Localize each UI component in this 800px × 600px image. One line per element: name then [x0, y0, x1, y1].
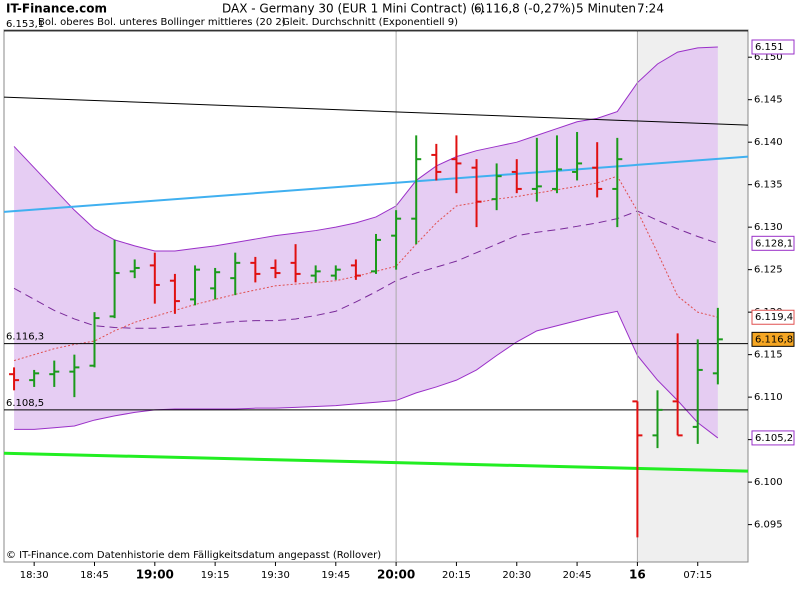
x-tick-label: 18:30 [20, 570, 49, 581]
y-tick-label: 6.150 [754, 52, 783, 63]
value-label-box [751, 331, 795, 347]
bollinger-lower [14, 310, 719, 439]
y-tick-label: 6.115 [754, 350, 783, 361]
y-tick-label: 6.125 [754, 265, 783, 276]
value-label-box [751, 430, 795, 446]
x-tick-label: 20:30 [502, 570, 531, 581]
value-label: 6.105,2 [755, 433, 793, 444]
bollinger-upper [13, 46, 718, 252]
chart-title: DAX - Germany 30 (EUR 1 Mini Contract) (… [222, 2, 484, 16]
y-tick-label: 6.135 [754, 180, 783, 191]
value-label: 6.119,4 [755, 312, 793, 323]
ema-line [13, 175, 718, 362]
x-tick-label: 19:00 [136, 568, 174, 582]
bollinger-band [14, 46, 718, 438]
x-tick-label: 18:45 [80, 570, 109, 581]
value-label: 6.116,8 [755, 334, 793, 345]
x-tick-label: 20:45 [563, 570, 592, 581]
y-tick-label: 6.110 [754, 392, 783, 403]
level-label: 6.116,3 [6, 332, 44, 343]
x-tick-label: 20:00 [377, 568, 415, 582]
time: 7:24 [637, 2, 664, 16]
x-tick-label: 19:15 [201, 570, 230, 581]
bollinger-middle [13, 210, 718, 329]
value-label-box [751, 235, 795, 251]
interval: 5 Minuten [576, 2, 636, 16]
x-tick-label: 19:45 [321, 570, 350, 581]
plot-area: 6.153,1 6.116,3 6.108,5 [3, 19, 752, 566]
trendline [3, 155, 749, 213]
plot-frame [3, 29, 749, 563]
y-tick-label: 6.140 [754, 137, 783, 148]
value-label-box [751, 39, 795, 55]
trendline [3, 451, 749, 473]
x-tick-label: 07:15 [683, 570, 712, 581]
y-tick-label: 6.145 [754, 95, 783, 106]
x-tick-label: 16 [629, 568, 646, 582]
level-label: 6.108,5 [6, 398, 44, 409]
x-tick-label: 20:15 [442, 570, 471, 581]
y-tick-label: 6.095 [754, 520, 783, 531]
y-tick-label: 6.130 [754, 222, 783, 233]
site-name: IT-Finance.com [6, 2, 107, 16]
value-label-box [751, 309, 795, 325]
y-tick-label: 6.100 [754, 477, 783, 488]
legend-bollinger: Bol. oberes Bol. unteres Bollinger mittl… [38, 17, 286, 28]
quote: 6.116,8 (-0,27%) [474, 2, 575, 16]
value-label: 6.151 [755, 42, 784, 53]
trendline [3, 96, 749, 126]
x-tick-label: 19:30 [261, 570, 290, 581]
level-label: 6.153,1 [6, 19, 44, 30]
footer: © IT-Finance.com Datenhistorie dem Fälli… [6, 550, 381, 561]
legend-ema: Gleit. Durchschnitt (Exponentiell 9) [282, 17, 458, 28]
value-label: 6.128,1 [755, 238, 793, 249]
